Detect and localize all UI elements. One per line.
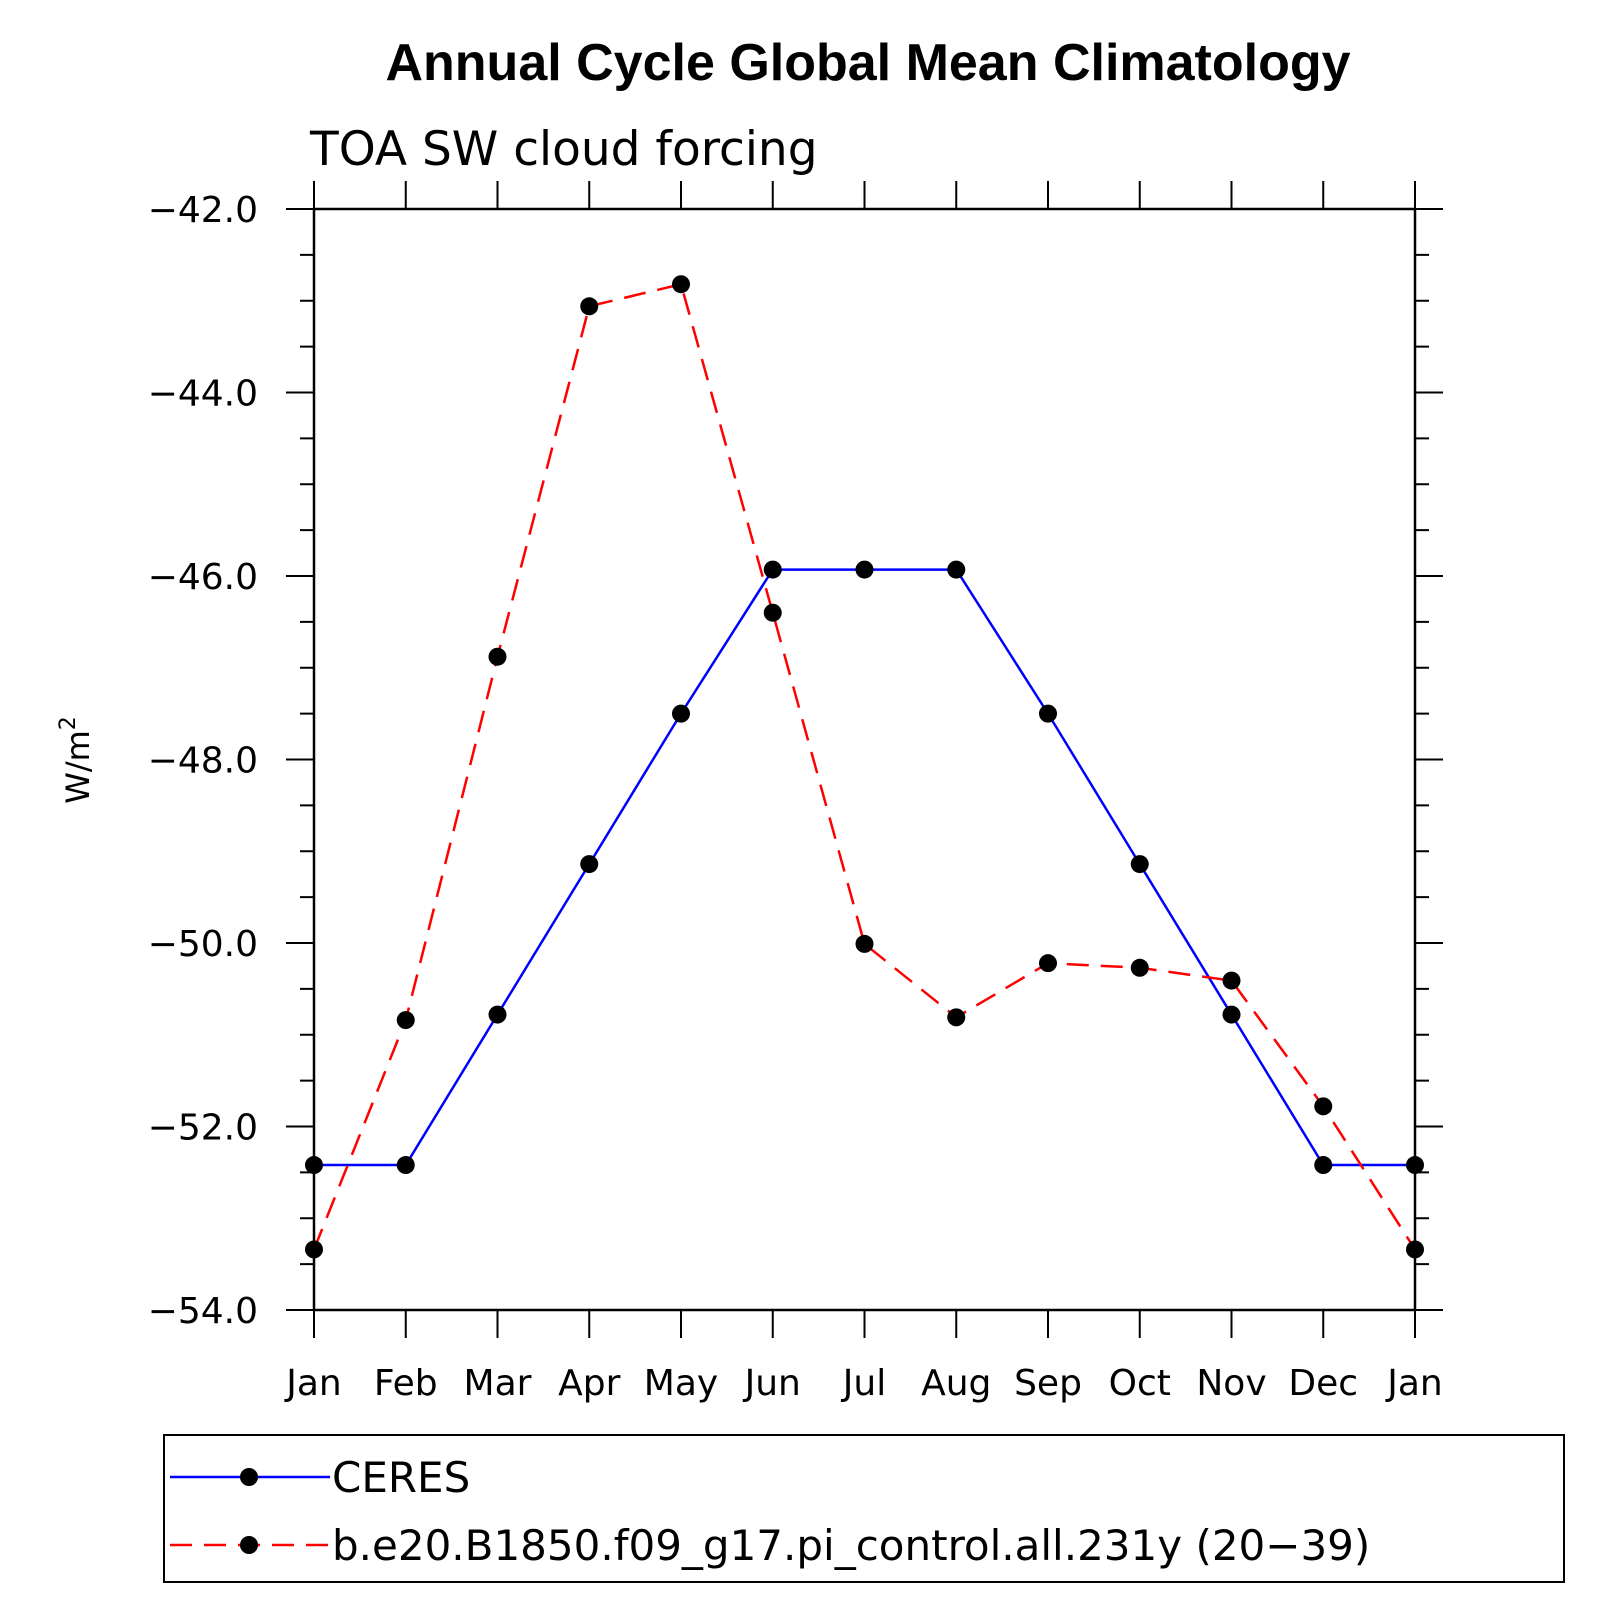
series-line-1 — [312, 282, 1417, 1251]
y-tick-label: −54.0 — [148, 1291, 258, 1332]
series-1-point — [396, 1011, 415, 1030]
x-tick-label: Apr — [558, 1363, 620, 1404]
legend-label-model: b.e20.B1850.f09_g17.pi_control.all.231y … — [332, 1521, 1370, 1570]
series-0-point — [763, 560, 782, 579]
x-tick-label: Aug — [921, 1363, 991, 1404]
x-tick-label: Sep — [1014, 1363, 1082, 1404]
x-tick-label: Nov — [1196, 1363, 1266, 1404]
series-0-point — [1039, 704, 1057, 723]
series-0-point — [580, 855, 599, 874]
plot-frame — [312, 207, 1417, 1312]
legend-marker-ceres — [240, 1468, 258, 1486]
x-tick-label: Mar — [464, 1363, 532, 1404]
chart-subtitle: TOA SW cloud forcing — [309, 122, 818, 177]
legend-label-ceres: CERES — [332, 1453, 470, 1502]
x-tick-label: Dec — [1288, 1363, 1358, 1404]
y-tick-label: −44.0 — [148, 374, 258, 415]
series-1-point — [947, 1008, 966, 1027]
y-tick-label: −46.0 — [148, 557, 258, 598]
x-tick-label: Jun — [743, 1363, 801, 1404]
series-0-point — [488, 1005, 507, 1024]
series-0-point — [1314, 1156, 1333, 1175]
legend-box — [163, 1434, 1565, 1583]
x-tick-label: Oct — [1109, 1363, 1171, 1404]
x-tick-label: Jan — [284, 1363, 342, 1404]
x-tick-label: Jan — [1385, 1363, 1443, 1404]
series-layer — [305, 275, 1424, 1259]
x-tick-labels: Jan Feb Mar Apr May Jun Jul Aug Sep Oct Nov Dec Jan — [284, 1363, 1443, 1404]
series-1-point — [855, 934, 874, 953]
series-1-point — [1314, 1097, 1333, 1116]
series-line-0 — [314, 568, 1415, 1167]
series-1-point — [1039, 954, 1057, 973]
series-0-point — [1222, 1005, 1241, 1024]
series-1-point — [1130, 958, 1149, 977]
series-1-point — [1222, 971, 1241, 990]
legend-marker-model — [240, 1536, 258, 1554]
y-tick-label: −50.0 — [148, 924, 258, 965]
series-1-point — [580, 297, 599, 316]
series-1-point — [1406, 1240, 1424, 1259]
tick-marks — [286, 181, 1443, 1338]
series-1-point — [672, 275, 690, 294]
series-0-point — [1130, 855, 1149, 874]
series-1-point — [763, 603, 782, 622]
series-0-point — [672, 704, 690, 723]
series-0-point — [305, 1156, 323, 1175]
y-tick-label: −42.0 — [148, 190, 258, 231]
series-1-point — [305, 1240, 323, 1259]
x-tick-label: Feb — [374, 1363, 438, 1404]
y-tick-label: −52.0 — [148, 1108, 258, 1149]
x-tick-label: Jul — [841, 1363, 886, 1404]
y-axis-label: W/m2 — [56, 716, 97, 804]
legend: CERES b.e20.B1850.f09_g17.pi_control.all… — [163, 1434, 1565, 1583]
y-tick-label: −48.0 — [148, 741, 258, 782]
series-0-point — [1406, 1156, 1424, 1175]
chart-title: Annual Cycle Global Mean Climatology — [385, 34, 1350, 92]
series-0-point — [855, 560, 874, 579]
series-1-point — [488, 647, 507, 666]
y-tick-labels: −42.0 −44.0 −46.0 −48.0 −50.0 −52.0 −54.0 — [148, 190, 258, 1332]
series-0-point — [947, 560, 966, 579]
series-0-point — [396, 1156, 415, 1175]
x-tick-label: May — [644, 1363, 718, 1404]
